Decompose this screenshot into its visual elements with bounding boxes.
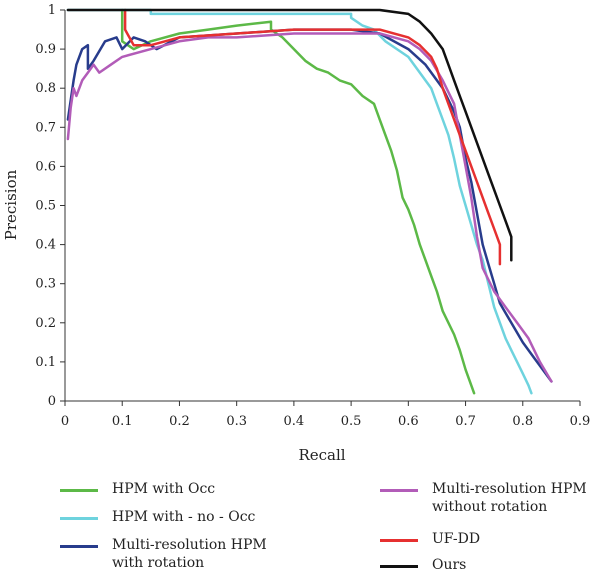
legend-swatch-multi-res-with-rotation — [60, 545, 98, 548]
legend-item-hpm-no-occ: HPM with - no - Occ — [60, 508, 255, 526]
x-tick-label: 0.2 — [169, 414, 190, 429]
legend-item-uf-dd: UF-DD — [380, 530, 480, 548]
legend-swatch-uf-dd — [380, 539, 418, 542]
y-tick-label: 0 — [48, 394, 56, 409]
axes: 0 0.1 0.2 0.3 0.4 0.5 0.6 0.7 0.8 0.9 0 0.1 0.2 0.3 0.… — [35, 3, 590, 429]
x-axis-label: Recall — [298, 446, 345, 464]
y-tick-label: 1 — [48, 3, 56, 18]
legend-label-multi-res-with-rotation: Multi-resolution HPM with rotation — [112, 537, 267, 571]
legend-label-ours: Ours — [432, 557, 467, 573]
y-tick-label: 0.2 — [35, 316, 56, 331]
y-tick-label: 0.9 — [35, 42, 56, 57]
legend-label-hpm-with-occ: HPM with Occ — [112, 481, 216, 497]
x-tick-label: 0.5 — [341, 414, 362, 429]
x-tick-label: 0.4 — [284, 414, 305, 429]
series-line-multi-resolution-hpm-without-rotation — [66, 32, 553, 383]
legend-label-uf-dd: UF-DD — [432, 531, 481, 547]
x-tick-label: 0.8 — [512, 414, 533, 429]
precision-recall-chart: 0 0.1 0.2 0.3 0.4 0.5 0.6 0.7 0.8 0.9 0 0.1 0.2 0.3 0.… — [2, 3, 590, 464]
legend-swatch-hpm-no-occ — [60, 517, 98, 520]
y-axis-label: Precision — [2, 169, 20, 240]
legend: HPM with Occ HPM with - no - Occ Multi-r… — [60, 480, 600, 579]
series-line-hpm-with-no-occ — [66, 8, 533, 395]
legend-item-multi-res-with-rotation: Multi-resolution HPM with rotation — [60, 536, 292, 572]
y-tick-label: 0.3 — [35, 277, 56, 292]
series-line-multi-resolution-hpm-with-rotation — [66, 28, 553, 383]
y-tick-label: 0.5 — [35, 199, 56, 214]
y-tick-label: 0.6 — [35, 159, 56, 174]
x-tick-label: 0.3 — [226, 414, 247, 429]
legend-item-multi-res-without-rotation: Multi-resolution HPM without rotation — [380, 480, 587, 516]
legend-label-hpm-no-occ: HPM with - no - Occ — [112, 509, 256, 525]
y-tick-label: 0.1 — [35, 355, 56, 370]
legend-item-ours: Ours — [380, 556, 466, 574]
legend-swatch-ours — [380, 565, 418, 568]
y-tick-label: 0.7 — [35, 120, 56, 135]
y-tick-label: 0.8 — [35, 81, 56, 96]
x-tick-label: 0.1 — [112, 414, 133, 429]
series-lines — [66, 8, 553, 395]
legend-item-hpm-with-occ: HPM with Occ — [60, 480, 215, 498]
x-tick-label: 0.7 — [455, 414, 476, 429]
x-tick-label: 0 — [61, 414, 69, 429]
x-tick-label: 0.6 — [398, 414, 419, 429]
legend-swatch-hpm-with-occ — [60, 489, 98, 492]
series-line-hpm-with-occ — [120, 8, 476, 395]
legend-swatch-multi-res-without-rotation — [380, 489, 418, 492]
legend-label-multi-res-without-rotation: Multi-resolution HPM without rotation — [432, 481, 587, 515]
series-line-ours — [66, 8, 513, 262]
series-line-uf-dd — [123, 8, 502, 266]
y-tick-label: 0.4 — [35, 238, 56, 253]
x-tick-label: 0.9 — [570, 414, 591, 429]
